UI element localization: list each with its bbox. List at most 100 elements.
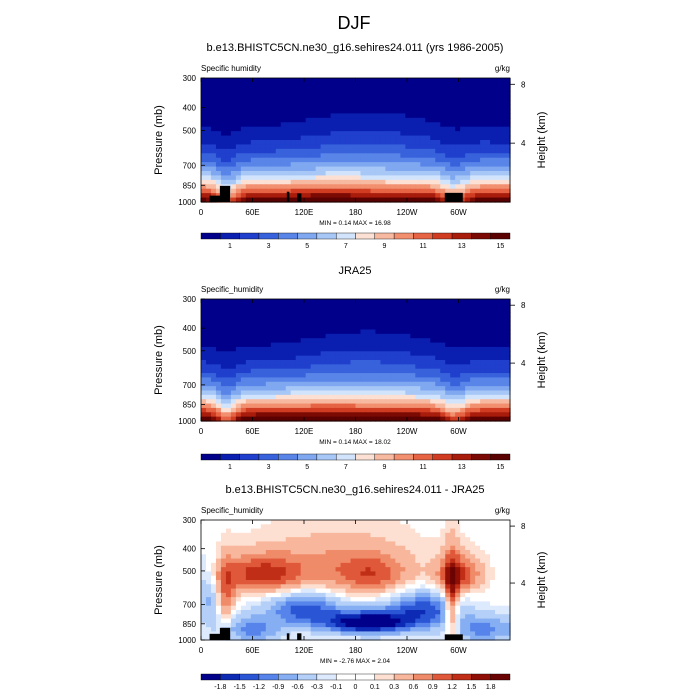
field-cell: [445, 100, 451, 106]
field-cell: [405, 179, 411, 185]
field-cell: [280, 126, 287, 132]
field-cell: [345, 316, 352, 322]
field-cell: [425, 592, 431, 598]
field-cell: [445, 131, 451, 137]
field-cell: [360, 78, 367, 84]
field-cell: [320, 122, 327, 128]
field-cell: [250, 537, 257, 543]
field-cell: [225, 412, 232, 418]
field-cell: [445, 416, 451, 422]
field-cell: [420, 597, 426, 603]
field-cell: [370, 82, 377, 88]
field-cell: [345, 197, 352, 203]
field-cell: [310, 197, 317, 203]
field-cell: [450, 360, 456, 365]
field-cell: [505, 605, 511, 611]
field-cell: [465, 82, 471, 88]
field-cell: [345, 148, 352, 154]
field-cell: [465, 550, 471, 555]
field-cell: [455, 558, 461, 564]
field-cell: [201, 605, 207, 611]
field-cell: [455, 78, 461, 84]
field-cell: [480, 601, 486, 607]
field-cell: [435, 364, 441, 370]
field-cell: [270, 550, 277, 555]
field-cell: [365, 100, 372, 106]
field-cell: [250, 179, 257, 185]
field-cell: [475, 567, 481, 573]
field-cell: [215, 312, 222, 318]
field-cell: [345, 135, 352, 141]
field-cell: [380, 571, 386, 577]
field-cell: [360, 532, 367, 538]
field-cell: [230, 312, 237, 318]
field-cell: [310, 144, 317, 150]
field-cell: [330, 78, 337, 84]
field-cell: [445, 312, 451, 318]
field-cell: [395, 545, 401, 551]
field-cell: [335, 399, 342, 405]
field-cell: [370, 416, 377, 422]
field-cell: [201, 571, 207, 577]
field-cell: [490, 562, 496, 568]
field-cell: [400, 597, 406, 603]
field-cell: [360, 338, 367, 344]
field-cell: [350, 197, 357, 203]
field-cell: [335, 153, 342, 159]
field-cell: [265, 368, 272, 374]
field-cell: [495, 351, 501, 357]
field-cell: [255, 95, 262, 101]
field-cell: [500, 407, 506, 413]
field-cell: [260, 171, 267, 177]
field-cell: [340, 153, 347, 159]
field-cell: [405, 131, 411, 137]
field-cell: [455, 113, 461, 119]
field-cell: [210, 78, 217, 84]
field-cell: [395, 571, 401, 577]
field-cell: [505, 399, 511, 405]
field-cell: [220, 545, 227, 551]
field-cell: [395, 117, 401, 123]
field-cell: [300, 545, 307, 551]
field-cell: [370, 537, 377, 543]
field-cell: [275, 407, 282, 413]
field-cell: [460, 95, 466, 101]
field-cell: [360, 528, 367, 534]
field-cell: [225, 166, 232, 172]
field-cell: [270, 412, 277, 418]
field-cell: [355, 148, 362, 154]
field-cell: [350, 355, 357, 361]
field-cell: [500, 325, 506, 331]
field-cell: [480, 605, 486, 611]
field-cell: [345, 588, 352, 594]
field-cell: [300, 184, 307, 190]
field-cell: [335, 140, 342, 146]
field-cell: [220, 541, 227, 547]
field-cell: [295, 86, 302, 92]
field-cell: [235, 131, 242, 137]
field-cell: [400, 592, 406, 598]
field-cell: [395, 175, 401, 181]
field-cell: [445, 184, 451, 190]
field-cell: [465, 197, 471, 203]
field-cell: [380, 329, 386, 335]
field-cell: [410, 610, 416, 615]
field-cell: [270, 175, 277, 181]
field-cell: [215, 148, 222, 154]
field-cell: [490, 316, 496, 322]
field-cell: [495, 416, 501, 422]
field-cell: [470, 316, 476, 322]
field-cell: [265, 575, 272, 581]
field-cell: [435, 148, 441, 154]
field-cell: [210, 184, 217, 190]
field-cell: [415, 386, 421, 392]
field-cell: [255, 394, 262, 400]
field-cell: [500, 86, 506, 92]
field-cell: [435, 360, 441, 365]
field-cell: [425, 104, 431, 110]
field-cell: [230, 541, 237, 547]
field-cell: [395, 320, 401, 326]
field-cell: [220, 122, 227, 128]
field-cell: [230, 351, 237, 357]
field-cell: [305, 605, 312, 611]
